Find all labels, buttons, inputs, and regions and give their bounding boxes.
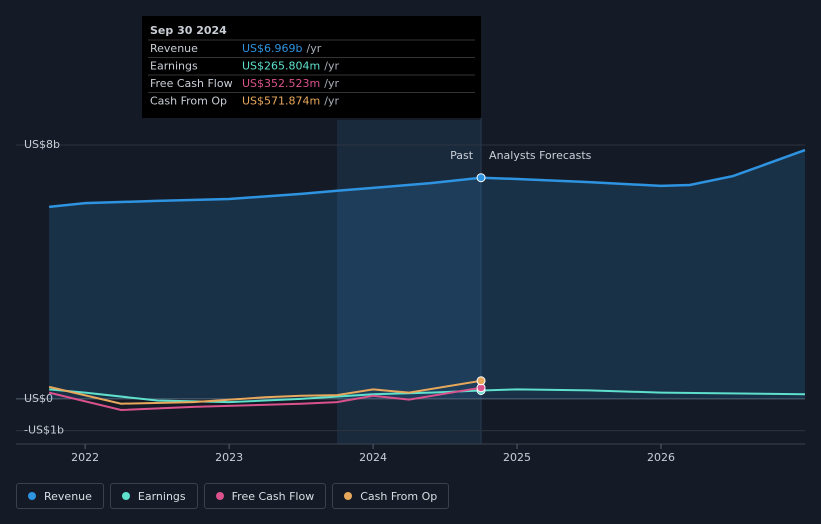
x-tick-label: 2026 bbox=[647, 451, 675, 464]
tooltip-amount: US$265.804m bbox=[242, 60, 320, 73]
legend: Revenue Earnings Free Cash Flow Cash From O… bbox=[16, 483, 450, 509]
revenue-area bbox=[49, 150, 806, 399]
past-label: Past bbox=[450, 149, 474, 162]
legend-item[interactable]: Earnings bbox=[109, 483, 198, 509]
tooltip-unit: /yr bbox=[324, 60, 339, 73]
series-line bbox=[49, 388, 806, 404]
tooltip-unit: /yr bbox=[324, 77, 339, 90]
forecast-label: Analysts Forecasts bbox=[489, 149, 592, 162]
legend-swatch bbox=[215, 492, 224, 500]
legend-label: Earnings bbox=[137, 489, 186, 503]
tooltip-value: US$6.969b/yr bbox=[242, 42, 322, 55]
series-line bbox=[48, 148, 806, 209]
tooltip-amount: US$571.874m bbox=[242, 95, 320, 108]
tooltip-value: US$571.874m/yr bbox=[242, 95, 339, 108]
tooltip-label: Cash From Op bbox=[150, 95, 227, 108]
y-tick-label: US$0 bbox=[24, 392, 53, 405]
series-line bbox=[48, 379, 482, 405]
x-tick-label: 2023 bbox=[215, 451, 243, 464]
legend-swatch bbox=[28, 492, 36, 500]
tooltip: Sep 30 2024 Revenue US$6.969b/yr Earnings US… bbox=[142, 16, 481, 118]
tooltip-label: Revenue bbox=[150, 42, 198, 55]
tooltip-amount: US$6.969b bbox=[242, 42, 303, 55]
y-tick-label: US$8b bbox=[24, 138, 60, 151]
tooltip-label: Earnings bbox=[150, 60, 198, 73]
tooltip-date: Sep 30 2024 bbox=[150, 24, 227, 37]
tooltip-unit: /yr bbox=[307, 42, 322, 55]
series-line bbox=[48, 386, 482, 412]
legend-item[interactable]: Revenue bbox=[16, 483, 104, 509]
x-tick-label: 2024 bbox=[359, 451, 387, 464]
x-tick-label: 2025 bbox=[503, 451, 531, 464]
legend-swatch bbox=[121, 492, 130, 500]
legend-label: Cash From Op bbox=[360, 489, 438, 503]
tooltip-box bbox=[142, 16, 481, 118]
tooltip-amount: US$352.523m bbox=[242, 77, 320, 90]
tooltip-value: US$352.523m/yr bbox=[242, 77, 339, 90]
legend-label: Revenue bbox=[44, 489, 92, 503]
legend-item[interactable]: Free Cash Flow bbox=[203, 483, 327, 509]
tooltip-unit: /yr bbox=[324, 95, 339, 108]
past-highlight bbox=[337, 120, 482, 444]
legend-item[interactable]: Cash From Op bbox=[332, 483, 450, 509]
tooltip-label: Free Cash Flow bbox=[150, 77, 233, 90]
y-tick-label: -US$1b bbox=[24, 424, 64, 437]
legend-label: Free Cash Flow bbox=[231, 489, 315, 503]
x-tick-label: 2022 bbox=[71, 451, 99, 464]
point-marker bbox=[476, 173, 486, 183]
point-marker bbox=[476, 376, 486, 386]
legend-swatch bbox=[344, 492, 353, 500]
tooltip-value: US$265.804m/yr bbox=[242, 60, 339, 73]
